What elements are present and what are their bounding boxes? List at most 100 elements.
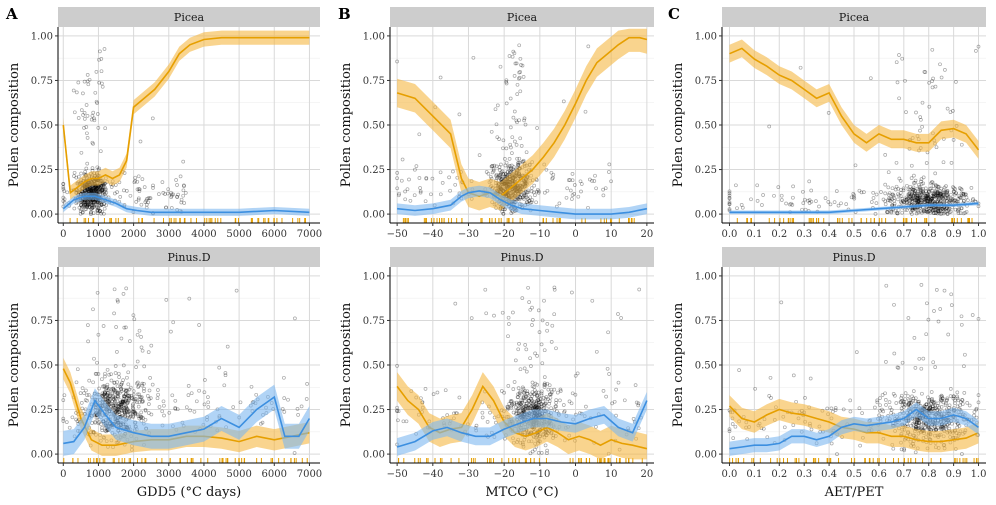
scatter-point [755,199,760,203]
scatter-point [134,397,138,401]
scatter-point [95,101,99,105]
scatter-point [99,202,104,207]
scatter-point [498,171,503,176]
x-tick-label: 5000 [226,229,251,240]
scatter-point [561,99,566,104]
scatter-point [80,210,85,215]
scatter-point [87,378,92,383]
scatter-point [933,189,938,193]
scatter-point [514,61,519,66]
scatter-point [100,428,105,433]
scatter-point [959,142,964,147]
scatter-point [82,200,86,204]
scatter-point [544,167,549,172]
series-orange-band [397,28,647,211]
scatter-point [927,190,931,194]
scatter-point [727,193,732,198]
scatter-point [513,358,518,363]
scatter-point [935,211,940,216]
scatter-point [494,176,499,181]
scatter-point [498,64,503,69]
scatter-point [90,140,95,145]
scatter-point [124,388,129,392]
scatter-point [79,207,84,212]
scatter-point [440,181,445,185]
scatter-point [916,200,921,205]
scatter-point [905,200,910,205]
scatter-point [895,80,900,85]
scatter-point [89,188,93,193]
scatter-point [956,207,960,212]
scatter-point [131,397,136,402]
scatter-point [913,188,918,193]
scatter-point [95,186,99,191]
scatter-point [917,187,922,192]
scatter-point [926,210,930,215]
scatter-point [90,187,94,192]
scatter-point [964,209,969,214]
scatter-point [109,372,113,377]
scatter-point [498,174,503,179]
y-axis-title: Pollen composition [339,62,354,187]
scatter-point [123,412,127,417]
scatter-point [566,178,571,182]
scatter-point [94,187,99,191]
scatter-point [941,196,946,201]
scatter-point [929,196,933,200]
x-tick-label: 4000 [191,229,216,240]
scatter-point [913,180,917,185]
scatter-point [852,193,857,198]
scatter-point [492,163,497,168]
facet-strip-label: Picea [839,11,870,24]
scatter-point [89,187,94,192]
scatter-point [549,170,554,175]
scatter-point [162,403,166,408]
scatter-point [892,201,897,206]
scatter-point [438,75,443,80]
scatter-point [147,388,152,393]
panel-4: Pinus.D 0.00 0.25 0.50 0.75 1.00 0 1000 2000 3000… [7,247,322,500]
scatter-point [923,208,927,213]
scatter-point [90,206,95,210]
scatter-point [912,173,916,178]
scatter-point [550,176,555,181]
scatter-point [946,195,951,199]
scatter-point [102,187,107,192]
scatter-point [915,193,920,198]
scatter-point [926,193,931,198]
scatter-point [886,210,890,215]
scatter-point [910,187,914,191]
scatter-point [500,209,505,214]
scatter-point [883,191,888,196]
scatter-point [399,178,404,183]
y-tick-label: 0.00 [695,450,717,461]
facet-strip-label: Picea [174,11,205,24]
scatter-point [89,203,94,207]
scatter-point [918,189,923,193]
scatter-point [72,110,77,115]
scatter-point [917,356,922,361]
scatter-point [485,420,490,424]
scatter-point [125,375,129,380]
scatter-point [945,193,950,197]
scatter-point [883,199,888,204]
scatter-point [593,173,597,178]
scatter-point [183,191,188,195]
scatter-point [92,185,96,190]
scatter-point [98,189,103,194]
scatter-point [921,191,926,195]
y-tick-label: 0.75 [363,316,385,327]
scatter-point [111,386,116,391]
scatter-point [99,57,104,61]
scatter-point [931,193,936,198]
scatter-point [959,206,964,211]
scatter-point [146,350,151,354]
scatter-point [894,184,899,189]
scatter-point [92,356,96,361]
scatter-point [182,201,187,205]
scatter-point [524,200,529,205]
scatter-point [103,394,108,398]
x-tick-label: 10 [605,229,618,240]
scatter-point [959,191,964,196]
scatter-point [512,165,516,169]
